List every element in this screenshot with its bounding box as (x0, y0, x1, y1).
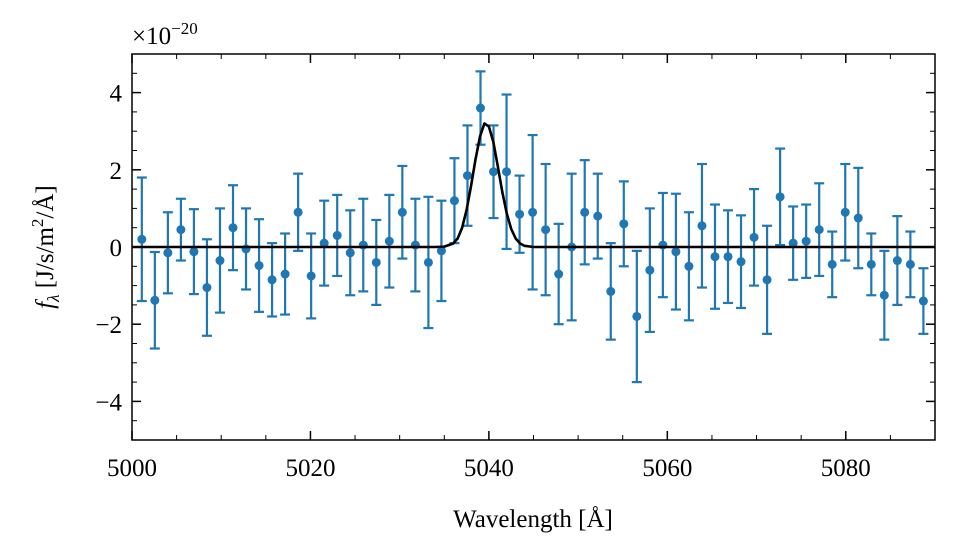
data-point (306, 271, 316, 281)
y-axis-label: fλ [J/s/m2/Å] (28, 185, 63, 309)
data-point (397, 207, 407, 217)
y-label-symbol: f (32, 299, 59, 309)
y-label-subscript: λ (44, 294, 63, 302)
data-point (632, 311, 642, 321)
data-point (462, 171, 472, 181)
data-point (436, 246, 446, 256)
offset-exponent: −20 (171, 19, 198, 38)
y-tick-label: 4 (110, 81, 123, 108)
data-point (489, 167, 499, 177)
x-tick-label: 5020 (285, 455, 335, 482)
data-point (736, 257, 746, 267)
data-point (163, 248, 173, 258)
data-point (541, 225, 551, 235)
y-label-unit-end: /Å] (32, 185, 59, 218)
data-point (502, 167, 512, 177)
data-point (853, 213, 863, 223)
data-point (176, 225, 186, 235)
x-tick-label: 5000 (107, 455, 157, 482)
data-point (137, 234, 147, 244)
data-point (671, 247, 681, 257)
data-point (905, 259, 915, 269)
data-point (319, 238, 329, 248)
data-point (449, 196, 459, 206)
data-point (528, 207, 538, 217)
x-tick-label: 5080 (821, 455, 871, 482)
x-tick-label: 5040 (464, 455, 514, 482)
data-point (215, 256, 225, 266)
data-point (293, 207, 303, 217)
data-point (892, 256, 902, 266)
data-point (384, 236, 394, 246)
data-point (280, 269, 290, 279)
data-point (515, 209, 525, 219)
data-point (150, 295, 160, 305)
y-offset-label: ×10−20 (132, 19, 198, 50)
data-point (788, 238, 798, 248)
data-point (371, 257, 381, 267)
data-point (827, 259, 837, 269)
offset-base: ×10 (132, 23, 171, 50)
data-point (775, 192, 785, 202)
y-label-power: 2 (28, 219, 47, 228)
data-point (840, 207, 850, 217)
data-point (593, 211, 603, 221)
plot-frame (131, 53, 936, 441)
data-point (749, 232, 759, 242)
data-point (189, 247, 199, 257)
data-point (710, 252, 720, 262)
data-point (684, 261, 694, 271)
data-point (619, 219, 629, 229)
data-point (723, 252, 733, 262)
data-point (267, 275, 277, 285)
x-axis-label: Wavelength [Å] (453, 506, 613, 533)
data-point (879, 290, 889, 300)
data-point (476, 103, 486, 113)
y-tick-label: 0 (110, 235, 123, 262)
y-tick-label: 2 (110, 158, 123, 185)
x-tick-label: 5060 (642, 455, 692, 482)
y-tick-label: −2 (95, 312, 122, 339)
data-point (332, 230, 342, 240)
data-point (645, 265, 655, 275)
data-point (762, 275, 772, 285)
data-point (580, 207, 590, 217)
data-point (254, 261, 264, 271)
data-point (801, 236, 811, 246)
data-point (345, 248, 355, 258)
data-point (606, 286, 616, 296)
data-point (918, 296, 928, 306)
y-label-unit: [J/s/m (32, 227, 59, 295)
data-point (423, 257, 433, 267)
y-tick-label: −4 (95, 389, 122, 416)
model-line (132, 122, 935, 249)
data-point (866, 259, 876, 269)
data-point (202, 283, 212, 293)
data-point (814, 225, 824, 235)
data-point (697, 221, 707, 231)
data-point (228, 223, 238, 233)
data-point (554, 269, 564, 279)
